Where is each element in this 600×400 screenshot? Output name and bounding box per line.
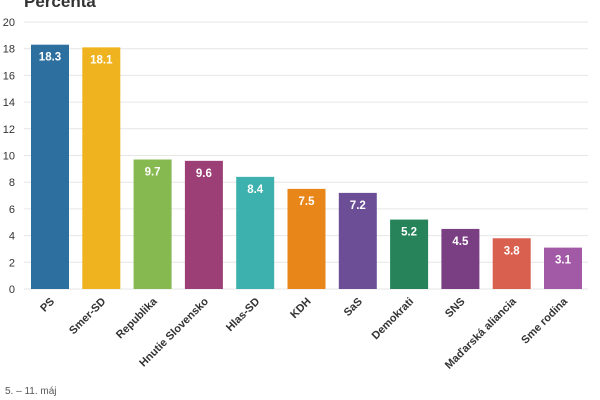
- bar-value-label: 7.5: [299, 196, 316, 208]
- bar-value-label: 4.5: [452, 236, 469, 248]
- bar-value-label: 7.2: [350, 200, 366, 212]
- bar-demokrati: [390, 219, 429, 289]
- x-category-label: Republika: [114, 295, 160, 341]
- bar-hnutie-slovensko: [184, 160, 223, 289]
- bar-value-label: 9.6: [196, 168, 212, 180]
- x-category-label: Hlas-SD: [224, 296, 262, 334]
- bar-republika: [133, 159, 172, 289]
- chart-title: Percentá: [24, 0, 96, 11]
- bar-smer-sd: [82, 47, 121, 289]
- x-category-label: Smer-SD: [67, 296, 108, 337]
- bar-value-label: 18.1: [90, 54, 113, 66]
- x-category-label: Demokrati: [370, 296, 417, 343]
- x-category-label: PS: [38, 296, 57, 315]
- date-range-note: 5. – 11. máj: [5, 386, 57, 397]
- bar-sas: [338, 192, 377, 289]
- y-tick-label: 0: [9, 284, 15, 296]
- bar-hlas-sd: [236, 176, 275, 289]
- value-labels: 18.3 18.1 9.7 9.6 8.4 7.5 7.2 5.2 4.5 3.8 3.1: [39, 52, 572, 267]
- y-axis-ticks: 0 2 4 6 8 10 12 14 16 18 20: [3, 17, 15, 296]
- y-tick-label: 16: [3, 70, 15, 82]
- bar-value-label: 3.8: [504, 245, 521, 257]
- x-category-label: SaS: [342, 296, 365, 319]
- y-tick-label: 8: [9, 177, 15, 189]
- y-tick-label: 6: [9, 204, 15, 216]
- x-category-label: KDH: [288, 296, 313, 321]
- bar-kdh: [287, 188, 326, 289]
- bar-value-label: 9.7: [145, 167, 161, 179]
- bar-value-label: 3.1: [555, 255, 572, 267]
- bar-ma-arsk-aliancia: [492, 238, 531, 289]
- bar-value-label: 18.3: [39, 52, 61, 64]
- bars: [31, 44, 582, 289]
- bar-sme-rodina: [544, 247, 582, 289]
- bar-sns: [441, 228, 480, 289]
- x-category-label: SNS: [443, 296, 467, 320]
- x-category-label: Sme rodina: [519, 295, 570, 346]
- bar-ps: [31, 44, 69, 289]
- y-tick-label: 12: [3, 124, 15, 136]
- bar-value-label: 8.4: [247, 184, 264, 196]
- bar-value-label: 5.2: [401, 227, 417, 239]
- y-tick-label: 2: [9, 257, 15, 269]
- y-tick-label: 10: [3, 151, 15, 163]
- y-tick-label: 20: [3, 17, 15, 29]
- y-tick-label: 14: [3, 97, 15, 109]
- y-tick-label: 4: [9, 231, 15, 243]
- y-tick-label: 18: [3, 44, 15, 56]
